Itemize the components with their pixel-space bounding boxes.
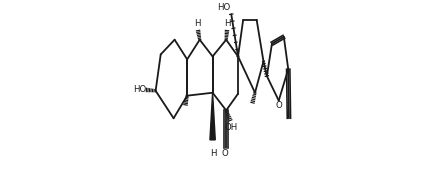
Text: H: H: [224, 19, 230, 28]
Text: HO: HO: [132, 86, 146, 95]
Polygon shape: [210, 93, 215, 140]
Text: O: O: [222, 149, 229, 158]
Text: OH: OH: [225, 123, 238, 132]
Text: H: H: [210, 149, 217, 158]
Text: O: O: [275, 101, 282, 110]
Text: H: H: [194, 19, 201, 28]
Text: HO: HO: [217, 3, 230, 12]
